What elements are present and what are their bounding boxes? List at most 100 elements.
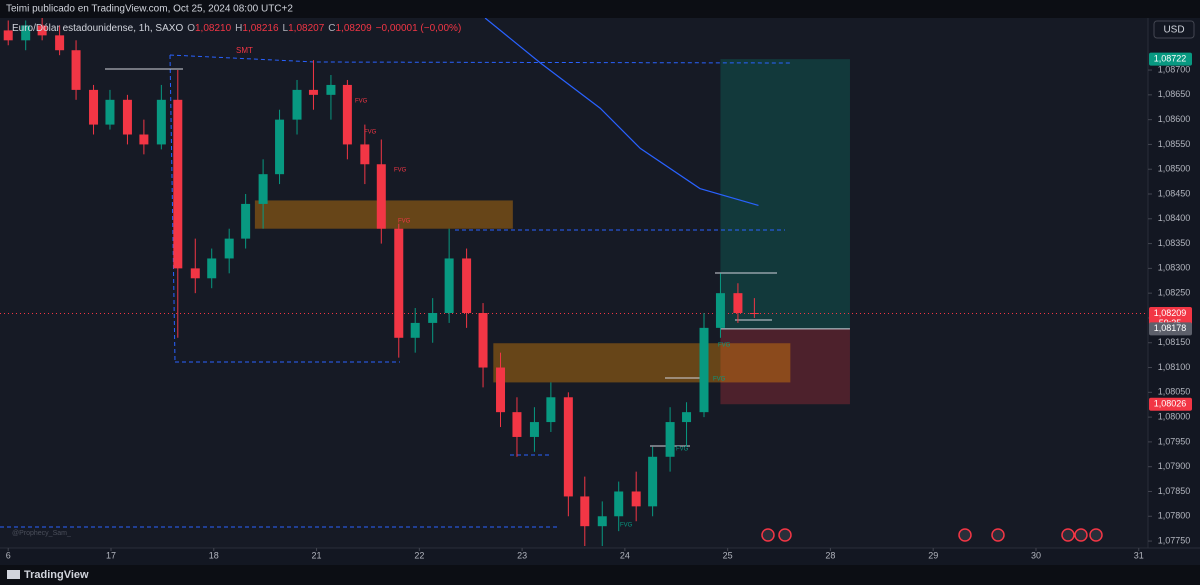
annotation: FVG [718, 343, 731, 349]
event-icon[interactable] [1074, 528, 1088, 542]
candle-body [631, 491, 641, 507]
candle-body [478, 312, 488, 368]
candle-body [122, 99, 132, 135]
candle-body [580, 496, 590, 527]
candle-body [376, 164, 386, 229]
x-tick-label: 25 [723, 550, 733, 560]
price-axis [1148, 18, 1200, 548]
candle-body [529, 422, 539, 437]
y-tick-label: 1,07800 [1158, 511, 1191, 521]
candle-body [173, 99, 183, 269]
candle-body [682, 412, 692, 423]
candle-body [89, 89, 99, 125]
event-icon[interactable] [761, 528, 775, 542]
legend-value: 1,08210 [195, 23, 232, 34]
y-tick-label: 1,08450 [1158, 188, 1191, 198]
y-tick-label: 1,08000 [1158, 411, 1191, 421]
candle-body [410, 322, 420, 338]
y-tick-label: 1,07850 [1158, 486, 1191, 496]
candle-body [648, 456, 658, 507]
candle-body [3, 30, 13, 41]
y-tick-label: 1,08700 [1158, 64, 1191, 74]
price-label: 1,08026 [1154, 399, 1187, 409]
currency[interactable]: USD [1163, 25, 1184, 36]
event-icon[interactable] [1061, 528, 1075, 542]
candle-body [597, 516, 607, 527]
x-tick-label: 22 [414, 550, 424, 560]
x-tick-label: 24 [620, 550, 630, 560]
candle-body [308, 89, 318, 95]
legend-value: 1,08209 [336, 23, 373, 34]
candle-body [342, 84, 352, 145]
candle-body [496, 367, 506, 413]
axes: 1,08700 1,08650 1,08600 1,08550 1,08500 1,084… [6, 52, 1192, 560]
y-tick-label: 1,07950 [1158, 436, 1191, 446]
legend-key: C [328, 23, 335, 34]
candle-body [55, 35, 65, 51]
y-tick-label: 1,08050 [1158, 387, 1191, 397]
event-icon[interactable] [1089, 528, 1103, 542]
bottom-bar [0, 565, 1200, 585]
x-tick-label: 31 [1134, 550, 1144, 560]
annotations: SMT FVG FVG FVG FVG FVG FVG FVG FVG [236, 46, 731, 528]
legend-change: −0,00001 (−0,00%) [376, 23, 462, 34]
y-tick-label: 1,08100 [1158, 362, 1191, 372]
legend-key: L [283, 23, 289, 34]
stop-zone [720, 328, 850, 405]
candle-body [360, 144, 370, 165]
legend-value: 1,08207 [288, 23, 325, 34]
price-label-box [1149, 52, 1192, 66]
candle-body [156, 99, 166, 145]
candle-body [241, 203, 251, 239]
x-tick-label: 21 [312, 550, 322, 560]
x-tick-label: 29 [928, 550, 938, 560]
candle-body [749, 312, 759, 314]
annotation: SMT [236, 46, 253, 55]
annotation: FVG [713, 377, 726, 383]
event-icon[interactable] [958, 528, 972, 542]
y-tick-label: 1,08150 [1158, 337, 1191, 347]
candle-body [394, 228, 404, 338]
candle-body [512, 412, 522, 437]
legend-key: H [235, 23, 242, 34]
candle-body [207, 258, 217, 279]
candle-body [665, 422, 675, 457]
y-tick-label: 1,08400 [1158, 213, 1191, 223]
y-tick-label: 1,08300 [1158, 263, 1191, 273]
dashed-line [169, 54, 176, 363]
annotation: FVG [364, 130, 377, 136]
candle-body [21, 25, 31, 41]
candle-body [699, 327, 709, 413]
x-tick-label: 17 [106, 550, 116, 560]
event-icon[interactable] [991, 528, 1005, 542]
y-tick-label: 1,08500 [1158, 164, 1191, 174]
event-icons [761, 528, 1103, 542]
currency-button[interactable] [1153, 20, 1195, 39]
plot-area [0, 18, 1148, 548]
candle-body [563, 397, 573, 497]
y-tick-label: 1,08650 [1158, 89, 1191, 99]
annotation: FVG [398, 219, 411, 225]
event-icon[interactable] [778, 528, 792, 542]
y-tick-label: 1,08600 [1158, 114, 1191, 124]
candles [3, 18, 759, 547]
candle-body [224, 238, 234, 259]
candle-body [428, 312, 438, 323]
target-zone [720, 59, 850, 329]
moving-average [484, 18, 759, 206]
candle-body [326, 84, 336, 95]
y-tick-label: 1,07750 [1158, 535, 1191, 545]
publisher: Teimi publicado en TradingView.com, Oct … [6, 4, 293, 15]
candle-body [715, 293, 725, 328]
y-tick-label: 1,07900 [1158, 461, 1191, 471]
candle-body [614, 491, 624, 517]
drawings [0, 54, 791, 528]
y-tick-label: 1,08250 [1158, 288, 1191, 298]
legend-value: 1,08216 [242, 23, 279, 34]
legend-symbol: Euro/Dólar estadounidense, 1h, SAXO [12, 23, 183, 34]
top-bar [0, 0, 1200, 18]
annotation: FVG [620, 523, 633, 529]
price-label: 1,08178 [1154, 323, 1187, 333]
price-label: 1,08722 [1154, 54, 1187, 64]
price-label: 1,08209 [1154, 308, 1187, 318]
